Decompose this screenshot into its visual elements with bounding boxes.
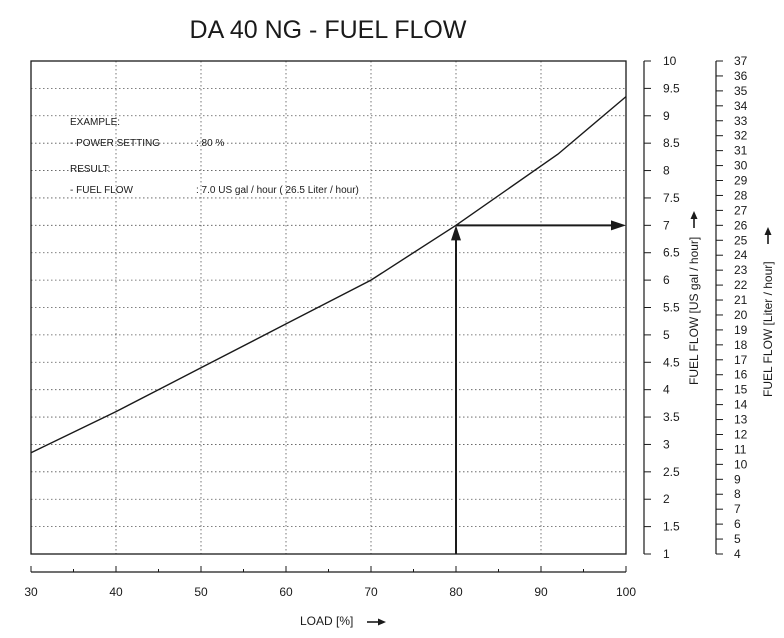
example-vertical-arrowhead — [451, 225, 461, 241]
y-tick-label: 4.5 — [663, 355, 680, 369]
y2-tick-label: 27 — [734, 203, 748, 217]
y2-tick-label: 10 — [734, 457, 748, 471]
y-tick-label: 1 — [663, 547, 670, 561]
y2-tick-label: 6 — [734, 517, 741, 531]
y2-tick-label: 18 — [734, 338, 748, 352]
y-axis-us-gal-label: FUEL FLOW [US gal / hour] — [687, 237, 701, 385]
y2-tick-label: 24 — [734, 248, 748, 262]
x-tick-label: 70 — [364, 585, 378, 599]
y2-tick-label: 32 — [734, 129, 748, 143]
y2-tick-label: 25 — [734, 233, 748, 247]
fuel-flow-label: - FUEL FLOW — [70, 185, 134, 196]
y2-tick-label: 29 — [734, 174, 748, 188]
y-axis-us-gal-title: FUEL FLOW [US gal / hour] — [687, 211, 701, 385]
y-tick-label: 3.5 — [663, 410, 680, 424]
x-tick-label: 80 — [449, 585, 463, 599]
y-axis-liter-label: FUEL FLOW [Liter / hour] — [761, 261, 775, 397]
y-tick-label: 9 — [663, 109, 670, 123]
example-horizontal-arrowhead — [611, 220, 626, 231]
y2-tick-label: 14 — [734, 398, 748, 412]
y-tick-label: 9.5 — [663, 81, 680, 95]
power-setting-label: - POWER SETTING — [70, 138, 160, 149]
y-tick-label: 5 — [663, 328, 670, 342]
plot-frame — [30, 60, 627, 555]
y2-tick-label: 26 — [734, 218, 748, 232]
y2-tick-label: 8 — [734, 487, 741, 501]
y2-tick-label: 13 — [734, 413, 748, 427]
y2-tick-label: 4 — [734, 547, 741, 561]
y-tick-label: 7.5 — [663, 191, 680, 205]
result-heading: RESULT: — [70, 164, 110, 175]
y-axis-liter-arrow-head-icon — [764, 227, 772, 235]
y-tick-label: 8.5 — [663, 136, 680, 150]
y2-tick-label: 12 — [734, 427, 748, 441]
y-tick-label: 6.5 — [663, 246, 680, 260]
x-tick-label: 40 — [109, 585, 123, 599]
y2-tick-label: 36 — [734, 69, 748, 83]
y2-tick-label: 31 — [734, 144, 748, 158]
example-heading: EXAMPLE: — [70, 117, 120, 128]
x-tick-label: 60 — [279, 585, 293, 599]
y-tick-label: 2.5 — [663, 465, 680, 479]
y2-tick-label: 7 — [734, 502, 741, 516]
y2-tick-label: 35 — [734, 84, 748, 98]
y2-tick-label: 9 — [734, 472, 741, 486]
y-tick-label: 10 — [663, 54, 677, 68]
y2-tick-label: 22 — [734, 278, 748, 292]
y2-tick-label: 34 — [734, 99, 748, 113]
example-arrows — [451, 220, 626, 554]
fuel-flow-line — [30, 96, 627, 454]
y-tick-label: 6 — [663, 273, 670, 287]
chart-title: DA 40 NG - FUEL FLOW — [190, 16, 467, 44]
y-tick-label: 2 — [663, 492, 670, 506]
y2-tick-label: 15 — [734, 383, 748, 397]
y-axis-liter: 4567891011121314151617181920212223242526… — [715, 54, 748, 561]
x-axis-arrow-head-icon — [378, 618, 386, 626]
grid — [31, 61, 626, 554]
y2-tick-label: 11 — [734, 442, 747, 456]
y2-tick-label: 16 — [734, 368, 748, 382]
y-tick-label: 5.5 — [663, 301, 680, 315]
y2-tick-label: 19 — [734, 323, 748, 337]
y2-tick-label: 23 — [734, 263, 748, 277]
y-tick-label: 1.5 — [663, 520, 680, 534]
series-layer — [30, 96, 627, 454]
x-axis: 30 40 50 60 70 80 90 100 — [24, 566, 636, 599]
power-setting-value: : 80 % — [196, 138, 224, 149]
x-tick-label: 100 — [616, 585, 636, 599]
y2-tick-label: 28 — [734, 188, 748, 202]
y2-tick-label: 21 — [734, 293, 748, 307]
y2-tick-label: 20 — [734, 308, 748, 322]
y-tick-label: 3 — [663, 437, 670, 451]
y-tick-label: 7 — [663, 218, 670, 232]
y-axis-liter-title: FUEL FLOW [Liter / hour] — [761, 227, 775, 397]
x-tick-label: 50 — [194, 585, 208, 599]
y2-tick-label: 5 — [734, 532, 741, 546]
y-axis-us-gal-arrow-head-icon — [690, 211, 698, 219]
fuel-flow-value: : 7.0 US gal / hour ( 26.5 Liter / hour) — [196, 185, 359, 196]
y2-tick-label: 33 — [734, 114, 748, 128]
x-tick-label: 30 — [24, 585, 38, 599]
y2-tick-label: 30 — [734, 159, 748, 173]
x-axis-title: LOAD [%] — [300, 614, 386, 628]
x-tick-label: 90 — [534, 585, 548, 599]
y2-tick-label: 37 — [734, 54, 748, 68]
x-axis-label: LOAD [%] — [300, 614, 353, 628]
y-axis-us-gal: 1 1.5 2 2.5 3 3.5 4 4.5 5 5.5 6 6.5 7 7.5 8 8.5 9 9.5 10 — [643, 54, 680, 561]
y-tick-label: 4 — [663, 383, 670, 397]
y2-tick-label: 17 — [734, 353, 748, 367]
y-tick-label: 8 — [663, 164, 670, 178]
